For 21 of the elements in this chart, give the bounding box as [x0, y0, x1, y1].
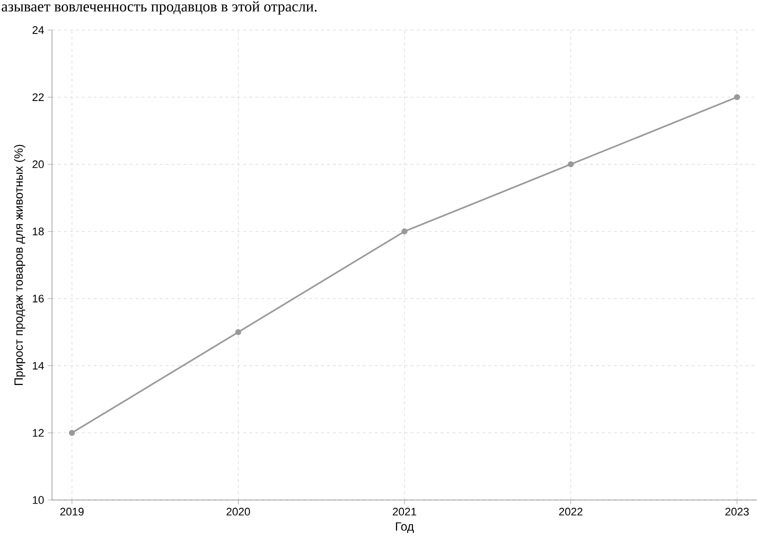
point — [734, 94, 740, 100]
x-tick-label: 2023 — [725, 508, 749, 516]
x-tick-label: 2022 — [559, 508, 582, 516]
x-tick-label: 2019 — [60, 508, 84, 516]
y-tick-label: 10 — [32, 496, 44, 504]
x-axis-title: Год — [396, 522, 414, 533]
y-tick-label: 18 — [32, 228, 44, 236]
x-tick-label: 2021 — [392, 508, 416, 516]
point — [235, 329, 242, 336]
text: азывает вовлеченность продавцов в этой отрасли. — [2, 1, 317, 15]
point — [402, 228, 408, 234]
y-tick-label: 12 — [32, 429, 44, 437]
y-tick-label: 22 — [32, 93, 44, 101]
y-tick-label: 24 — [32, 26, 44, 34]
y-tick-label: 20 — [32, 160, 44, 168]
point — [68, 430, 75, 436]
point — [568, 161, 574, 168]
y-tick-label: 14 — [32, 362, 44, 370]
x-tick-label: 2020 — [226, 508, 250, 516]
y-tick-label: 16 — [32, 294, 44, 302]
y-axis-title: Прирост продаж товаров для животных (%) — [14, 144, 26, 385]
